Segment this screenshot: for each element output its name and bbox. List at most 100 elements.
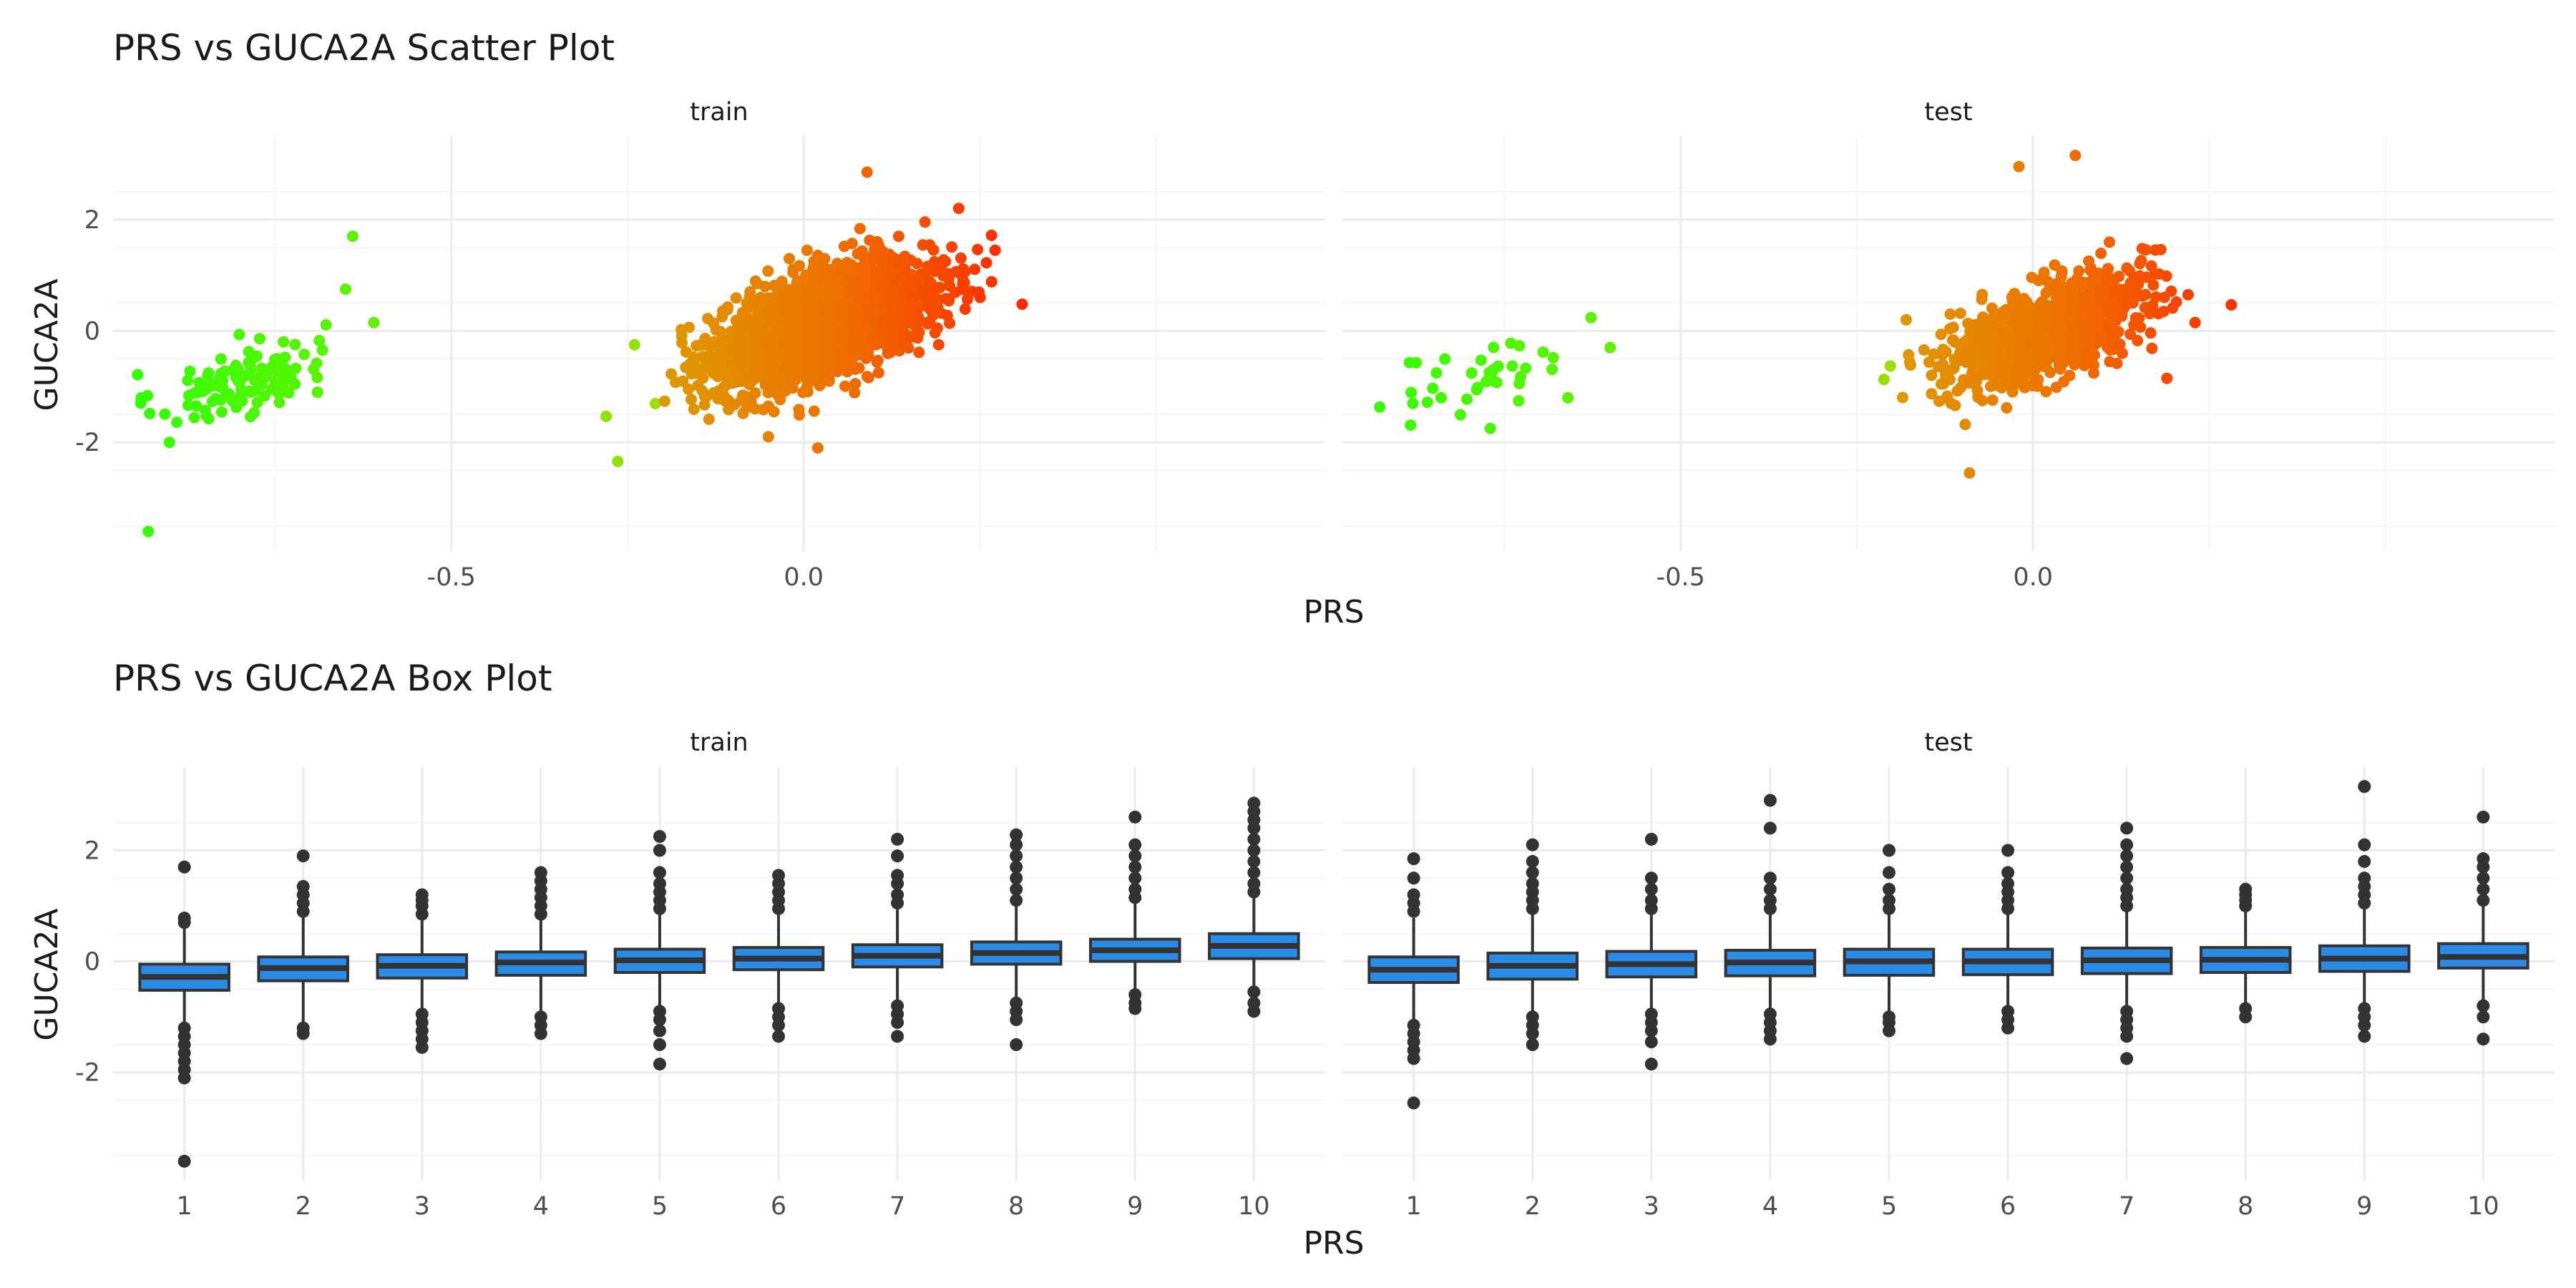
scatter-point (188, 411, 200, 424)
box-outlier (1247, 866, 1261, 879)
box-outlier (1010, 838, 1023, 852)
scatter-point (2078, 306, 2090, 318)
scatter-y-tick-label: 0 (84, 317, 100, 346)
box-outlier (1010, 882, 1023, 896)
box-outlier (1644, 832, 1658, 846)
scatter-point (907, 298, 919, 310)
scatter-point (276, 378, 288, 390)
scatter-point (831, 301, 843, 313)
scatter-point (1506, 360, 1518, 372)
scatter-point (2128, 271, 2140, 283)
scatter-point (219, 365, 231, 377)
scatter-point (320, 319, 332, 331)
box-outlier (1128, 860, 1142, 874)
scatter-point (699, 333, 711, 344)
scatter-point (2109, 328, 2122, 341)
scatter-point (708, 317, 720, 329)
scatter-point (1918, 344, 1930, 356)
scatter-point (732, 318, 744, 330)
scatter-point (2022, 318, 2034, 330)
box-y-axis-ticks: -2 0 2 (75, 836, 100, 1087)
scatter-point (1472, 381, 1484, 394)
scatter-point (919, 216, 931, 228)
scatter-point (2048, 322, 2060, 334)
scatter-point (856, 245, 868, 257)
box-outlier (1644, 894, 1658, 907)
scatter-point (2128, 318, 2140, 331)
scatter-point (894, 318, 906, 330)
scatter-point (849, 378, 862, 390)
scatter-point (184, 365, 196, 377)
box-outlier (653, 1013, 666, 1027)
scatter-x-tick-label: 0.0 (784, 563, 824, 592)
box-outlier (2120, 882, 2134, 896)
scatter-point (1976, 288, 1989, 301)
scatter-point (1487, 365, 1499, 377)
scatter-point (972, 243, 984, 255)
box-outlier (1128, 810, 1142, 824)
scatter-point (849, 386, 861, 399)
scatter-point (1016, 298, 1028, 311)
scatter-point (2040, 386, 2052, 398)
scatter-point (749, 403, 761, 415)
scatter-point (1936, 349, 1948, 361)
scatter-point (1903, 348, 1915, 361)
scatter-point (208, 380, 220, 391)
scatter-point (889, 280, 902, 291)
scatter-point (719, 395, 731, 407)
scatter-point (706, 353, 718, 365)
scatter-point (803, 317, 815, 329)
scatter-point (1427, 382, 1439, 394)
box-x-tick-label: 3 (1644, 1192, 1659, 1221)
box-outlier (2477, 810, 2490, 824)
box-outlier (1763, 894, 1777, 907)
scatter-point (203, 367, 215, 379)
scatter-point (1896, 391, 1908, 404)
box-outlier (2120, 1052, 2134, 1065)
scatter-x-tick-label: 0.0 (2013, 563, 2053, 592)
scatter-point (1546, 364, 1558, 376)
box-x-tick-label: 7 (2119, 1192, 2135, 1221)
scatter-point (273, 396, 286, 409)
scatter-point (1935, 328, 1947, 341)
box-outlier (2120, 849, 2134, 863)
scatter-point (253, 371, 265, 383)
scatter-point (801, 244, 813, 256)
scatter-point (2113, 270, 2125, 283)
scatter-point (2147, 299, 2159, 311)
box-outlier (891, 869, 904, 882)
scatter-point (929, 265, 941, 278)
scatter-point (789, 358, 801, 371)
scatter-point (899, 336, 910, 348)
scatter-point (251, 396, 263, 409)
scatter-point (940, 293, 952, 305)
scatter-point (821, 338, 834, 350)
box-outlier (1128, 872, 1142, 885)
box-outlier (2120, 838, 2134, 852)
scatter-point (934, 281, 946, 293)
box-outlier (2477, 1033, 2490, 1046)
scatter-point (892, 230, 904, 243)
box-outlier (2358, 780, 2371, 794)
scatter-point (2102, 277, 2114, 289)
scatter-point (2035, 315, 2047, 327)
box-outlier (1763, 794, 1777, 807)
box-outlier (2477, 852, 2490, 866)
scatter-point (289, 378, 301, 390)
box-outlier (1247, 877, 1261, 890)
scatter-point (1926, 369, 1938, 381)
box-x-tick-label: 1 (177, 1192, 192, 1221)
box-outlier (891, 832, 904, 846)
scatter-point (874, 255, 887, 267)
scatter-point (2145, 327, 2157, 339)
box-outlier (1763, 882, 1777, 896)
scatter-point (298, 348, 311, 361)
box-x-tick-label: 6 (2000, 1192, 2016, 1221)
scatter-point (847, 280, 859, 292)
box-y-tick-label: 0 (84, 948, 100, 977)
scatter-point (2104, 236, 2115, 248)
scatter-point (182, 399, 194, 411)
scatter-point (628, 338, 640, 351)
scatter-point (1421, 396, 1433, 409)
scatter-test-strip-label: test (1924, 98, 1972, 127)
